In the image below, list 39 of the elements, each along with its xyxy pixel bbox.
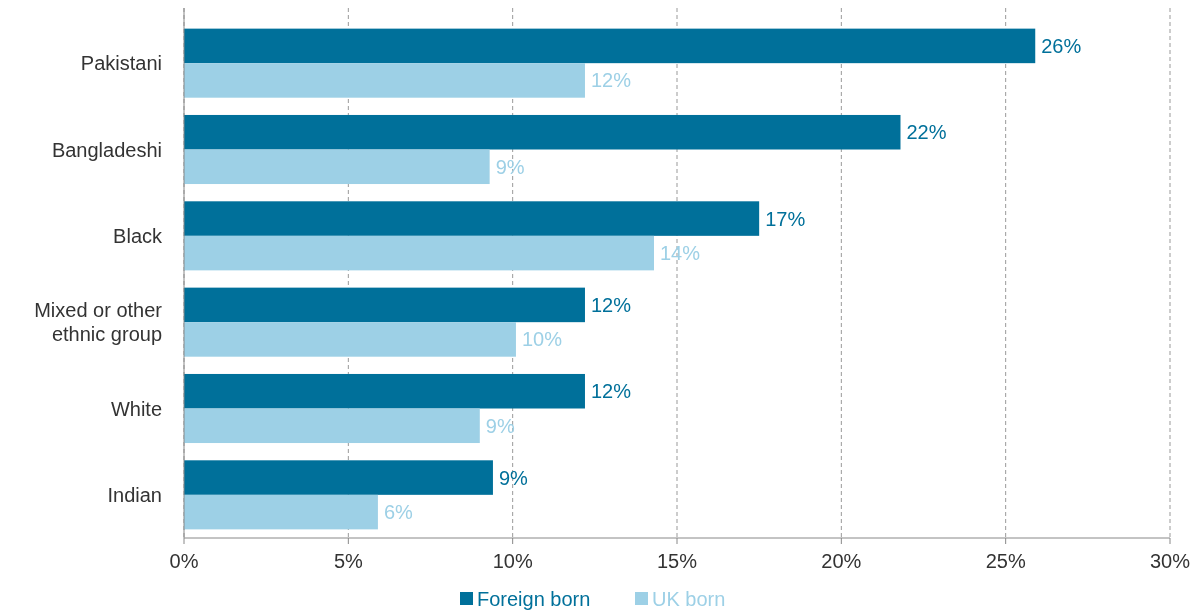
y-tick-label: Pakistani [80, 52, 162, 75]
x-tick-label: 25% [985, 550, 1026, 572]
legend-label: Foreign born [477, 588, 591, 610]
data-label: 9% [498, 466, 529, 489]
x-tick-label: 20% [821, 550, 862, 572]
y-tick-label: Black [113, 224, 163, 247]
bar [184, 460, 493, 495]
data-label: 6% [383, 501, 414, 524]
y-tick-label: Bangladeshi [51, 138, 162, 161]
bar [184, 201, 760, 236]
bar [184, 373, 585, 409]
data-label: 12% [590, 380, 632, 403]
data-label: 10% [521, 328, 563, 351]
bar [184, 235, 654, 271]
data-label: 14% [659, 242, 701, 265]
y-tick-label: White [110, 397, 162, 420]
bar [184, 494, 378, 530]
bar [184, 408, 480, 444]
data-label: 22% [906, 121, 947, 144]
bar [184, 287, 585, 323]
x-tick-label: 10% [492, 550, 533, 572]
legend-label: UK born [652, 588, 726, 610]
x-tick-label: 30% [1149, 550, 1191, 572]
bar [184, 28, 1036, 64]
x-tick-label: 0% [169, 550, 199, 572]
data-label: 9% [495, 155, 525, 178]
data-label: 17% [765, 207, 806, 230]
y-tick-label: Mixed or other ethnic group [34, 299, 163, 346]
data-label: 9% [485, 414, 515, 437]
data-label: 12% [590, 69, 632, 92]
bar [184, 149, 490, 185]
x-tick-label: 15% [656, 550, 698, 572]
bar [184, 63, 585, 98]
x-tick-label: 5% [333, 550, 363, 572]
bar [184, 114, 901, 150]
data-label: 26% [1041, 34, 1082, 57]
bar [184, 322, 516, 357]
data-label: 12% [590, 293, 632, 316]
y-tick-label: Indian [107, 483, 162, 506]
